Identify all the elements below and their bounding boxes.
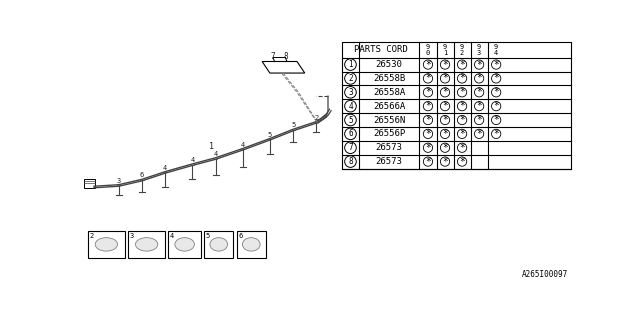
Text: 8: 8 xyxy=(348,157,353,166)
Text: 26530: 26530 xyxy=(376,60,403,69)
Text: 6: 6 xyxy=(140,172,144,179)
Text: 4: 4 xyxy=(214,151,218,157)
Text: *: * xyxy=(476,129,482,139)
Text: *: * xyxy=(476,60,482,69)
Text: 9
3: 9 3 xyxy=(477,44,481,56)
Bar xyxy=(342,42,571,169)
Text: 3: 3 xyxy=(129,233,134,239)
Text: *: * xyxy=(425,129,431,139)
Text: 8: 8 xyxy=(283,52,288,60)
Text: *: * xyxy=(442,60,448,69)
Text: *: * xyxy=(425,115,431,125)
Text: 4: 4 xyxy=(241,142,245,148)
Text: *: * xyxy=(493,60,499,69)
Circle shape xyxy=(345,86,356,98)
Ellipse shape xyxy=(175,238,195,251)
Circle shape xyxy=(345,73,356,84)
Text: 5: 5 xyxy=(348,116,353,124)
Text: *: * xyxy=(493,115,499,125)
Text: *: * xyxy=(442,101,448,111)
Text: 9
2: 9 2 xyxy=(460,44,464,56)
Text: *: * xyxy=(425,101,431,111)
Circle shape xyxy=(345,128,356,140)
Text: PARTS CORD: PARTS CORD xyxy=(354,45,408,54)
Text: 26573: 26573 xyxy=(376,143,403,152)
Text: *: * xyxy=(459,115,465,125)
Text: 26573: 26573 xyxy=(376,157,403,166)
Text: 5: 5 xyxy=(268,132,272,138)
Text: 2: 2 xyxy=(90,233,93,239)
Text: 9
0: 9 0 xyxy=(426,44,430,56)
Text: 5: 5 xyxy=(205,233,210,239)
Ellipse shape xyxy=(243,238,260,251)
Text: 4: 4 xyxy=(190,157,195,163)
Text: *: * xyxy=(493,87,499,97)
Text: *: * xyxy=(442,129,448,139)
Ellipse shape xyxy=(95,238,118,251)
Text: *: * xyxy=(442,143,448,153)
Text: *: * xyxy=(476,101,482,111)
Text: 3: 3 xyxy=(348,88,353,97)
Text: *: * xyxy=(442,87,448,97)
Bar xyxy=(237,231,266,258)
Text: *: * xyxy=(425,143,431,153)
Text: 1: 1 xyxy=(348,60,353,69)
Bar xyxy=(128,231,165,258)
Text: *: * xyxy=(493,73,499,84)
Text: *: * xyxy=(425,73,431,84)
Text: *: * xyxy=(476,73,482,84)
Text: *: * xyxy=(493,129,499,139)
Circle shape xyxy=(345,156,356,167)
Text: 5: 5 xyxy=(291,123,295,128)
Text: *: * xyxy=(459,87,465,97)
Text: *: * xyxy=(425,60,431,69)
Ellipse shape xyxy=(210,238,228,251)
Bar xyxy=(84,179,95,188)
Bar xyxy=(168,231,201,258)
Text: 26556N: 26556N xyxy=(373,116,405,124)
Text: *: * xyxy=(425,87,431,97)
Text: *: * xyxy=(425,156,431,167)
Text: 26556P: 26556P xyxy=(373,129,405,138)
Text: 26566A: 26566A xyxy=(373,102,405,111)
Text: 9
1: 9 1 xyxy=(443,44,447,56)
Text: 7: 7 xyxy=(348,143,353,152)
Text: *: * xyxy=(442,115,448,125)
Bar xyxy=(204,231,234,258)
Text: 7: 7 xyxy=(271,52,275,60)
Text: 2: 2 xyxy=(314,115,319,121)
Text: 4: 4 xyxy=(348,102,353,111)
Text: *: * xyxy=(442,73,448,84)
Text: 4: 4 xyxy=(170,233,174,239)
Circle shape xyxy=(345,100,356,112)
Text: *: * xyxy=(493,101,499,111)
Circle shape xyxy=(345,59,356,70)
Circle shape xyxy=(345,142,356,154)
Ellipse shape xyxy=(136,238,158,251)
Circle shape xyxy=(345,114,356,126)
Text: 4: 4 xyxy=(163,165,168,171)
Text: *: * xyxy=(459,101,465,111)
Polygon shape xyxy=(262,61,305,73)
Text: *: * xyxy=(459,60,465,69)
Text: *: * xyxy=(476,87,482,97)
Text: 1: 1 xyxy=(209,142,214,151)
Text: *: * xyxy=(459,73,465,84)
Text: *: * xyxy=(459,143,465,153)
Text: 2: 2 xyxy=(348,74,353,83)
Text: *: * xyxy=(459,156,465,167)
Text: *: * xyxy=(476,115,482,125)
Text: 26558B: 26558B xyxy=(373,74,405,83)
Text: *: * xyxy=(459,129,465,139)
Text: 6: 6 xyxy=(348,129,353,138)
Text: A265I00097: A265I00097 xyxy=(522,270,568,279)
Text: 6: 6 xyxy=(238,233,243,239)
Text: 9
4: 9 4 xyxy=(494,44,499,56)
Text: *: * xyxy=(442,156,448,167)
Bar xyxy=(88,231,125,258)
Text: 26558A: 26558A xyxy=(373,88,405,97)
Text: 3: 3 xyxy=(116,178,121,184)
